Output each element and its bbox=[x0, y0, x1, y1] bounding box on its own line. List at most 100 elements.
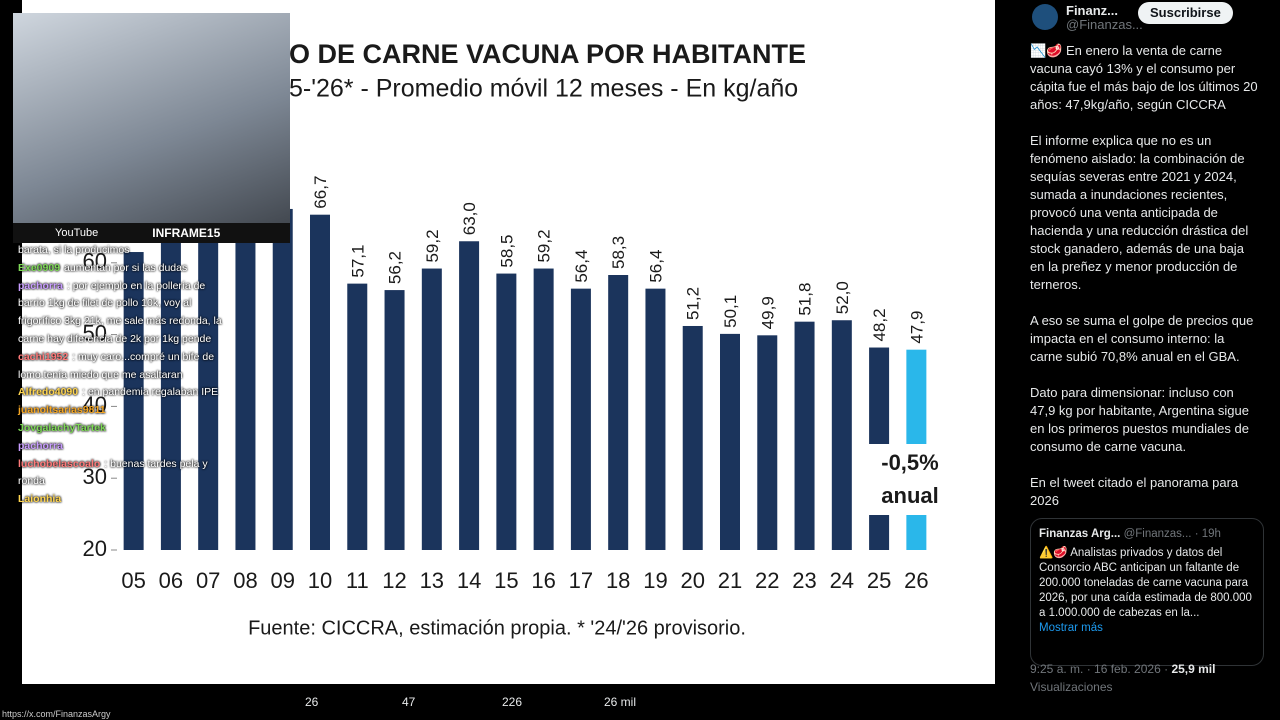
bar bbox=[123, 252, 144, 550]
x-tick-label: 26 bbox=[904, 568, 928, 593]
value-label: 52,0 bbox=[833, 281, 852, 314]
reply-count[interactable]: 26 bbox=[305, 695, 319, 709]
chat-text: : buenas tardes pela y ronda bbox=[18, 457, 208, 488]
x-tick-label: 19 bbox=[643, 568, 667, 593]
bar bbox=[160, 237, 181, 551]
chat-user: juanoltsarias9811 bbox=[18, 404, 106, 417]
chat-message: Exe0909 aumentan por si las dudas bbox=[18, 260, 233, 278]
tweet-views: 25,9 mil bbox=[1171, 662, 1216, 676]
chart: O DE CARNE VACUNA POR HABITANTE 5-'26* -… bbox=[22, 0, 995, 684]
bar bbox=[794, 321, 815, 550]
chat-user: Laionhia bbox=[18, 493, 62, 506]
show-more[interactable]: Mostrar más bbox=[1039, 622, 1103, 634]
chat-message: pachorra bbox=[18, 438, 233, 456]
tweet-paragraph: A eso se suma el golpe de precios que im… bbox=[1030, 313, 1254, 364]
chart-subtitle: 5-'26* - Promedio móvil 12 meses - En kg… bbox=[289, 75, 798, 103]
x-tick-label: 18 bbox=[606, 568, 630, 593]
tweet-paragraph: 📉🥩 En enero la venta de carne vacuna cay… bbox=[1030, 43, 1258, 112]
quote-time: · 19h bbox=[1194, 528, 1221, 540]
x-tick-label: 05 bbox=[121, 568, 145, 593]
value-label: 58,3 bbox=[609, 236, 628, 269]
chat-user: pachorra bbox=[18, 279, 63, 292]
bar bbox=[720, 333, 740, 550]
webcam-overlay: YouTube INFRAME15 bbox=[13, 13, 290, 243]
value-label: 51,8 bbox=[796, 283, 815, 316]
x-tick-label: 23 bbox=[792, 568, 816, 593]
chart-title: O DE CARNE VACUNA POR HABITANTE bbox=[289, 39, 806, 69]
chat-overlay: barata, si la producimos Exe0909 aumentan … bbox=[18, 242, 233, 509]
chat-text: : muy caro...compré un bife de lomo.tení… bbox=[18, 350, 215, 381]
bar bbox=[570, 288, 591, 550]
x-tick-label: 21 bbox=[718, 568, 742, 593]
quote-handle: @Finanzas... bbox=[1123, 528, 1192, 540]
bar bbox=[608, 275, 629, 550]
tweet-paragraph: El informe explica que no es un fenómeno… bbox=[1030, 133, 1249, 292]
quote-text: ⚠️🥩 Analistas privados y datos del Conso… bbox=[1039, 547, 1252, 619]
status-url: https://x.com/FinanzasArgy bbox=[2, 709, 111, 719]
bar bbox=[384, 290, 405, 550]
chat-message: JovgalachyTartek bbox=[18, 420, 233, 438]
chat-text: : en pandemia regalaban IPE bbox=[82, 386, 219, 399]
value-label: 49,9 bbox=[758, 296, 777, 329]
bar bbox=[496, 273, 517, 550]
quote-author: Finanzas Arg... bbox=[1039, 528, 1121, 540]
quoted-tweet[interactable]: Finanzas Arg... @Finanzas... · 19h ⚠️🥩 A… bbox=[1030, 518, 1264, 666]
x-tick-label: 09 bbox=[270, 568, 294, 593]
webcam-bar: YouTube INFRAME15 bbox=[13, 223, 290, 243]
chat-message: luchobelascoalo: buenas tardes pela y ro… bbox=[18, 456, 233, 492]
bar bbox=[347, 283, 368, 550]
platform: YouTube bbox=[55, 227, 99, 239]
view-count[interactable]: 26 mil bbox=[604, 695, 637, 709]
value-label: 48,2 bbox=[870, 308, 889, 341]
x-tick-label: 20 bbox=[680, 568, 704, 593]
subscribe-button[interactable]: Suscribirse bbox=[1138, 2, 1233, 24]
repost-count[interactable]: 47 bbox=[402, 695, 416, 709]
y-tick-label: 60 bbox=[83, 249, 107, 274]
avatar bbox=[1032, 4, 1058, 30]
chat-text: : por ejemplo en la pollería de barrio 1… bbox=[18, 279, 222, 345]
value-label: 63,0 bbox=[460, 202, 479, 235]
value-label: 56,4 bbox=[646, 250, 665, 283]
value-label: 59,2 bbox=[423, 229, 442, 262]
value-label: 56,2 bbox=[386, 251, 405, 284]
bar bbox=[831, 320, 852, 550]
x-tick-label: 10 bbox=[308, 568, 332, 593]
chat-user: pachorra bbox=[18, 439, 63, 452]
chat-user: Exe0909 bbox=[18, 261, 61, 274]
bar bbox=[198, 208, 219, 550]
chat-text: barata, si la producimos bbox=[18, 244, 130, 256]
annotation-background bbox=[866, 444, 946, 515]
bar bbox=[235, 198, 256, 550]
x-tick-label: 08 bbox=[233, 568, 257, 593]
x-tick-label: 24 bbox=[830, 568, 854, 593]
chat-user: JovgalachyTartek bbox=[18, 421, 106, 434]
bar bbox=[272, 208, 293, 550]
tweet-time: 9:25 a. m. · 16 feb. 2026 · bbox=[1030, 662, 1169, 676]
chart-source: Fuente: CICCRA, estimación propia. * '24… bbox=[248, 617, 746, 639]
tweet-meta: 9:25 a. m. · 16 feb. 2026 · 25,9 mil Vis… bbox=[1030, 660, 1215, 696]
x-tick-label: 11 bbox=[346, 568, 369, 593]
like-count[interactable]: 226 bbox=[502, 695, 523, 709]
chat-message: cachi1952: muy caro...compré un bife de … bbox=[18, 349, 233, 385]
value-label: 58,5 bbox=[497, 234, 516, 267]
value-label: 57,1 bbox=[348, 245, 367, 278]
bar bbox=[645, 288, 666, 550]
tweet-handle[interactable]: @Finanzas... bbox=[1066, 17, 1143, 32]
chat-message: Alfredo4090: en pandemia regalaban IPE bbox=[18, 384, 233, 402]
y-tick-label: 50 bbox=[83, 320, 107, 345]
post-actions: 26 47 226 26 mil https://x.com/FinanzasA… bbox=[0, 684, 1000, 720]
x-tick-label: 16 bbox=[531, 568, 555, 593]
tweet-paragraph: En el tweet citado el panorama para 2026 bbox=[1030, 475, 1239, 508]
x-tick-label: 22 bbox=[755, 568, 779, 593]
chat-user: luchobelascoalo bbox=[18, 457, 101, 470]
chat-message: Laionhia bbox=[18, 491, 233, 509]
x-tick-label: 25 bbox=[867, 568, 891, 593]
x-tick-label: 13 bbox=[420, 568, 444, 593]
x-tick-label: 17 bbox=[569, 568, 593, 593]
value-label: 59,2 bbox=[535, 229, 554, 262]
tweet-author[interactable]: Finanz... bbox=[1066, 3, 1118, 18]
value-label: 47,9 bbox=[907, 311, 926, 344]
bar bbox=[757, 335, 778, 550]
